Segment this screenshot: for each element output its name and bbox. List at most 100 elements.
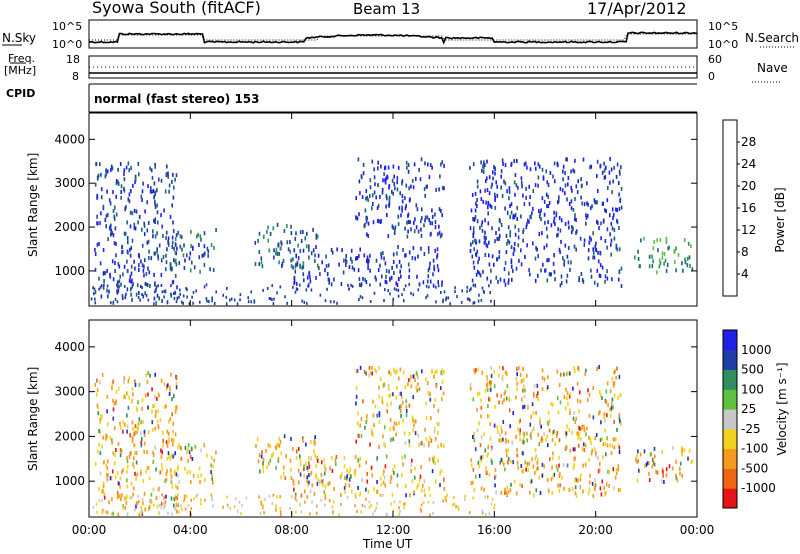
- power-panel-echo: [482, 199, 484, 204]
- velocity-panel-echo: [132, 392, 134, 397]
- power-panel-echo: [479, 189, 482, 194]
- velocity-panel-echo: [522, 405, 524, 410]
- power-panel-echo: [129, 210, 132, 215]
- power-panel-echo: [131, 211, 134, 216]
- velocity-panel-echo: [306, 479, 308, 484]
- velocity-panel-echo: [517, 427, 519, 432]
- velocity-panel-echo: [174, 409, 177, 414]
- power-panel-echo: [454, 290, 456, 294]
- power-panel-echo: [425, 284, 428, 288]
- beam-label: Beam 13: [353, 0, 421, 18]
- velocity-panel-echo: [129, 433, 132, 438]
- velocity-panel-echo: [552, 430, 555, 434]
- power-panel-echo: [499, 233, 501, 238]
- velocity-panel-echo: [142, 479, 145, 484]
- velocity-panel-echo: [317, 477, 319, 482]
- velocity-panel-echo: [559, 483, 561, 488]
- power-panel-echo: [591, 204, 593, 209]
- power-panel-echo: [102, 285, 105, 290]
- power-panel-echo: [172, 172, 174, 177]
- velocity-panel-echo: [365, 371, 367, 376]
- power-panel-echo: [203, 244, 206, 249]
- velocity-panel-echo: [559, 471, 561, 476]
- power-panel-echo: [611, 190, 613, 195]
- velocity-panel-echo: [140, 512, 142, 516]
- velocity-panel-echo: [138, 382, 141, 387]
- power-panel-echo: [141, 286, 143, 290]
- power-panel-echo: [610, 167, 613, 172]
- power-panel-echo: [369, 178, 372, 183]
- power-panel-echo: [153, 296, 156, 301]
- velocity-panel-echo: [383, 383, 385, 388]
- power-panel-echo: [408, 275, 410, 279]
- velocity-panel-echo: [379, 476, 382, 481]
- velocity-panel-echo: [334, 458, 337, 463]
- power-panel-echo: [559, 186, 562, 191]
- velocity-panel-echo: [551, 465, 553, 470]
- power-panel-echo: [142, 268, 145, 273]
- velocity-panel-echo: [494, 503, 496, 507]
- velocity-panel-echo: [99, 451, 102, 456]
- velocity-panel-echo: [267, 443, 270, 448]
- velocity-panel-echo: [364, 505, 366, 509]
- velocity-panel-echo: [522, 469, 525, 474]
- power-panel-echo: [674, 260, 676, 264]
- velocity-panel-echo: [568, 488, 571, 492]
- velocity-panel-echo: [536, 394, 538, 398]
- velocity-panel-echo: [578, 390, 581, 395]
- power-panel-echo: [325, 264, 328, 269]
- velocity-panel-echo: [405, 493, 407, 498]
- power-panel-echo: [124, 295, 127, 300]
- velocity-panel-echo: [586, 398, 589, 402]
- power-panel-echo: [154, 217, 157, 222]
- power-panel-echo: [258, 262, 261, 267]
- power-panel-echo: [475, 272, 478, 277]
- noise-search-line: [89, 33, 697, 41]
- velocity-panel-echo: [123, 376, 126, 381]
- velocity-panel-echo: [320, 472, 323, 477]
- power-panel-echo: [500, 174, 502, 179]
- velocity-panel-echo: [169, 468, 172, 473]
- velocity-panel-echo: [483, 432, 485, 437]
- power-panel-echo: [554, 179, 556, 184]
- velocity-panel-echo: [292, 478, 294, 483]
- velocity-panel-echo: [565, 406, 567, 411]
- power-panel-echo: [365, 280, 368, 285]
- velocity-panel-echo: [504, 431, 507, 436]
- power-panel-echo: [153, 195, 155, 200]
- power-panel-echo: [557, 232, 559, 237]
- velocity-panel-echo: [577, 443, 580, 448]
- velocity-panel-echo: [505, 491, 507, 495]
- velocity-panel-echo: [307, 483, 309, 488]
- power-panel-echo: [105, 214, 108, 219]
- velocity-panel-echo: [516, 453, 518, 458]
- velocity-panel-echo: [398, 421, 400, 426]
- velocity-panel-echo: [516, 387, 518, 392]
- power-panel-echo: [431, 214, 434, 219]
- power-panel-echo: [125, 165, 128, 170]
- velocity-panel-echo: [162, 438, 164, 443]
- velocity-panel-echo: [329, 466, 331, 471]
- power-panel-echo: [367, 261, 369, 266]
- velocity-colorbar-swatch: [723, 389, 737, 410]
- power-panel-echo: [369, 185, 372, 190]
- power-panel-echo: [348, 265, 351, 270]
- power-panel-echo: [138, 263, 140, 268]
- velocity-panel-echo: [438, 422, 440, 427]
- velocity-panel-echo: [146, 450, 148, 455]
- velocity-panel-echo: [584, 462, 587, 467]
- velocity-panel-echo: [376, 413, 378, 418]
- velocity-panel-echo: [297, 468, 300, 473]
- velocity-panel-echo: [148, 466, 150, 470]
- velocity-panel-echo: [167, 451, 170, 456]
- power-panel-echo: [399, 269, 401, 274]
- power-panel-echo: [195, 289, 197, 293]
- velocity-panel-echo: [596, 366, 598, 371]
- velocity-panel-echo: [163, 502, 165, 505]
- velocity-panel-echo: [357, 458, 360, 463]
- power-panel-echo: [589, 235, 591, 240]
- power-panel-echo: [438, 207, 441, 212]
- power-panel-echo: [568, 225, 570, 230]
- power-panel-echo: [456, 295, 458, 298]
- velocity-panel-echo: [509, 459, 512, 464]
